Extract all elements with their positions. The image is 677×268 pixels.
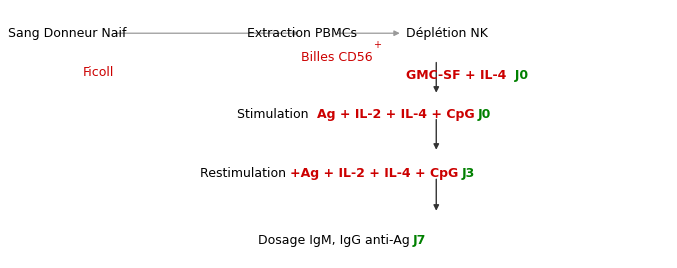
Text: J0: J0 <box>478 108 492 121</box>
Text: Stimulation: Stimulation <box>238 108 317 121</box>
Text: J3: J3 <box>462 167 475 180</box>
Text: Extraction PBMCs: Extraction PBMCs <box>246 27 357 40</box>
Text: J7: J7 <box>413 234 426 247</box>
Text: Restimulation: Restimulation <box>200 167 290 180</box>
Text: Ag + IL-2 + IL-4 + CpG: Ag + IL-2 + IL-4 + CpG <box>317 108 479 121</box>
Text: Déplétion NK: Déplétion NK <box>406 27 488 40</box>
Text: +Ag + IL-2 + IL-4 + CpG: +Ag + IL-2 + IL-4 + CpG <box>290 167 462 180</box>
Text: GMC-SF + IL-4: GMC-SF + IL-4 <box>406 69 506 82</box>
Text: Billes CD56: Billes CD56 <box>301 51 373 64</box>
Text: Ficoll: Ficoll <box>83 66 114 80</box>
Text: J0: J0 <box>506 69 528 82</box>
Text: +: + <box>373 40 380 50</box>
Text: Dosage IgM, IgG anti-Ag: Dosage IgM, IgG anti-Ag <box>257 234 414 247</box>
Text: Sang Donneur Naif: Sang Donneur Naif <box>8 27 127 40</box>
